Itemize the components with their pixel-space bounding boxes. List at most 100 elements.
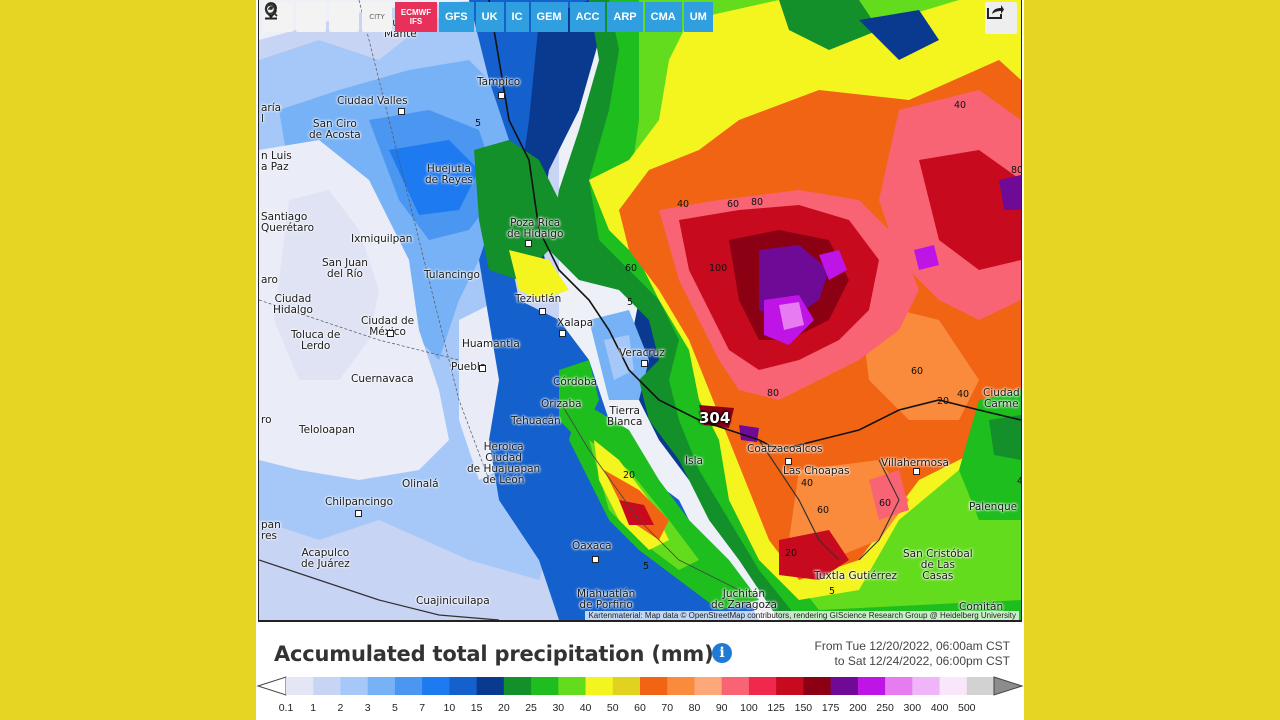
model-tab-cma[interactable]: CMA [644, 2, 682, 32]
locate-button[interactable] [265, 2, 326, 32]
scale-tick-label: 175 [821, 702, 840, 714]
city-label: Teziutlán [515, 293, 562, 305]
model-tab-uk[interactable]: UK [475, 2, 504, 32]
city-label: aro [261, 274, 278, 286]
scale-swatch [449, 677, 478, 695]
contour-label: 40 [957, 389, 970, 400]
city-label: Tulancingo [424, 269, 480, 281]
city-marker [592, 556, 599, 563]
city-label: Veracruz [619, 347, 665, 359]
model-tab-ic[interactable]: IC [505, 2, 529, 32]
precipitation-map[interactable]: 5 40 60 80 100 60 60 80 40 80 20 40 60 2… [258, 0, 1022, 622]
model-tab-label: ACC [575, 11, 600, 23]
city-label: Ixmiquilpan [351, 233, 413, 245]
city-label: Cuajinicuilapa [416, 595, 490, 607]
model-tab-label: ARP [613, 11, 637, 23]
city-marker [355, 510, 362, 517]
scale-tick-label: 5 [392, 702, 398, 714]
scale-tick-label: 10 [443, 702, 456, 714]
model-tab-label: GEM [536, 11, 562, 23]
contour-label: 40 [1017, 476, 1021, 487]
contour-label: 5 [627, 297, 634, 308]
scale-tick-label: 0.1 [278, 702, 294, 714]
city-label: Juchitán de Zaragoza [711, 588, 777, 611]
city-toggle-label: CITY [369, 12, 385, 21]
scale-tick-label: 500 [958, 702, 976, 714]
city-label: Las Choapas [783, 465, 850, 477]
city-marker [539, 308, 546, 315]
model-tab-gfs[interactable]: GFS [439, 2, 474, 32]
city-label: Villahermosa [881, 457, 949, 469]
contour-label: 80 [1011, 165, 1022, 176]
model-tab-label: ECMWF IFS [400, 8, 432, 26]
contour-label: 20 [785, 548, 798, 559]
scale-arrow-low [256, 676, 287, 696]
scale-swatch [885, 677, 913, 695]
scale-tick-label: 70 [661, 702, 674, 714]
city-marker [479, 365, 486, 372]
scale-swatch [857, 677, 886, 695]
scale-swatch [912, 677, 941, 695]
scale-swatch [830, 677, 859, 695]
model-tab-gem[interactable]: GEM [530, 2, 568, 32]
city-label: Coatzacoalcos [747, 443, 823, 455]
city-label: n Luis a Paz [261, 150, 292, 173]
share-button[interactable] [985, 2, 1017, 34]
city-label: Heroica Ciudad de Huajuapan de León [467, 441, 541, 486]
scale-swatch [531, 677, 559, 695]
precipitation-field [259, 0, 1021, 620]
city-label: Xalapa [557, 317, 594, 329]
contour-label: 40 [801, 478, 814, 489]
forecast-period: From Tue 12/20/2022, 06:00am CST to Sat … [815, 639, 1010, 669]
scale-tick-label: 25 [525, 702, 537, 714]
city-label: Comitán [959, 601, 1004, 613]
city-label: Huejutla de Reyes [425, 163, 473, 186]
city-label: Puebla [451, 361, 487, 373]
contour-label: 20 [623, 470, 636, 481]
contour-label: 60 [727, 199, 740, 210]
contour-label: 5 [643, 561, 650, 572]
scale-tick-label: 125 [767, 702, 785, 714]
zoom-out-button[interactable] [264, 2, 359, 32]
model-tab-um[interactable]: UM [683, 2, 713, 32]
city-marker [785, 458, 792, 465]
city-label: Ciudad Valles [337, 95, 408, 107]
scale-swatch [367, 677, 396, 695]
city-toggle-button[interactable]: CITY [362, 2, 392, 32]
scale-tick-label: 1 [310, 702, 317, 714]
model-tab-acc[interactable]: ACC [569, 2, 606, 32]
contour-label: 60 [911, 366, 924, 377]
city-label: Tampico [477, 76, 521, 88]
scale-swatch [476, 677, 505, 695]
city-label: San Ciro de Acosta [309, 118, 361, 141]
model-tab-label: UK [481, 11, 498, 23]
city-marker [525, 240, 532, 247]
scale-tick-label: 60 [634, 702, 646, 714]
scale-tick-label: 3 [364, 702, 371, 714]
city-label: Tehuacán [511, 415, 561, 427]
model-tab-ecmwf-ifs[interactable]: ECMWF IFS [395, 2, 437, 32]
city-label: Ciudad Carme [983, 387, 1020, 410]
scale-tick-label: 90 [715, 702, 728, 714]
scale-swatch [640, 677, 668, 695]
city-label: pan res [261, 519, 281, 542]
city-label: Santiago Querétaro [261, 211, 314, 234]
scale-tick-label: 100 [740, 702, 758, 714]
scale-tick-label: 250 [876, 702, 894, 714]
scale-swatch [286, 677, 314, 695]
scale-swatch [721, 677, 750, 695]
info-icon[interactable]: i [712, 643, 732, 663]
city-label: Teloloapan [299, 424, 355, 436]
city-label: Miahuatlán de Porfirio [577, 588, 636, 611]
scale-swatch [966, 677, 995, 695]
city-label: Orizaba [541, 398, 582, 410]
model-tab-arp[interactable]: ARP [607, 2, 643, 32]
city-label: aría l [261, 102, 282, 125]
contour-label: 40 [954, 100, 967, 111]
scale-swatch [612, 677, 641, 695]
scale-tick-label: 20 [498, 702, 510, 714]
scale-tick-label: 40 [579, 702, 592, 714]
scale-swatch [939, 677, 968, 695]
city-label: Chilpancingo [325, 496, 394, 508]
map-attribution: Kartenmaterial: Map data © OpenStreetMap… [585, 611, 1019, 620]
